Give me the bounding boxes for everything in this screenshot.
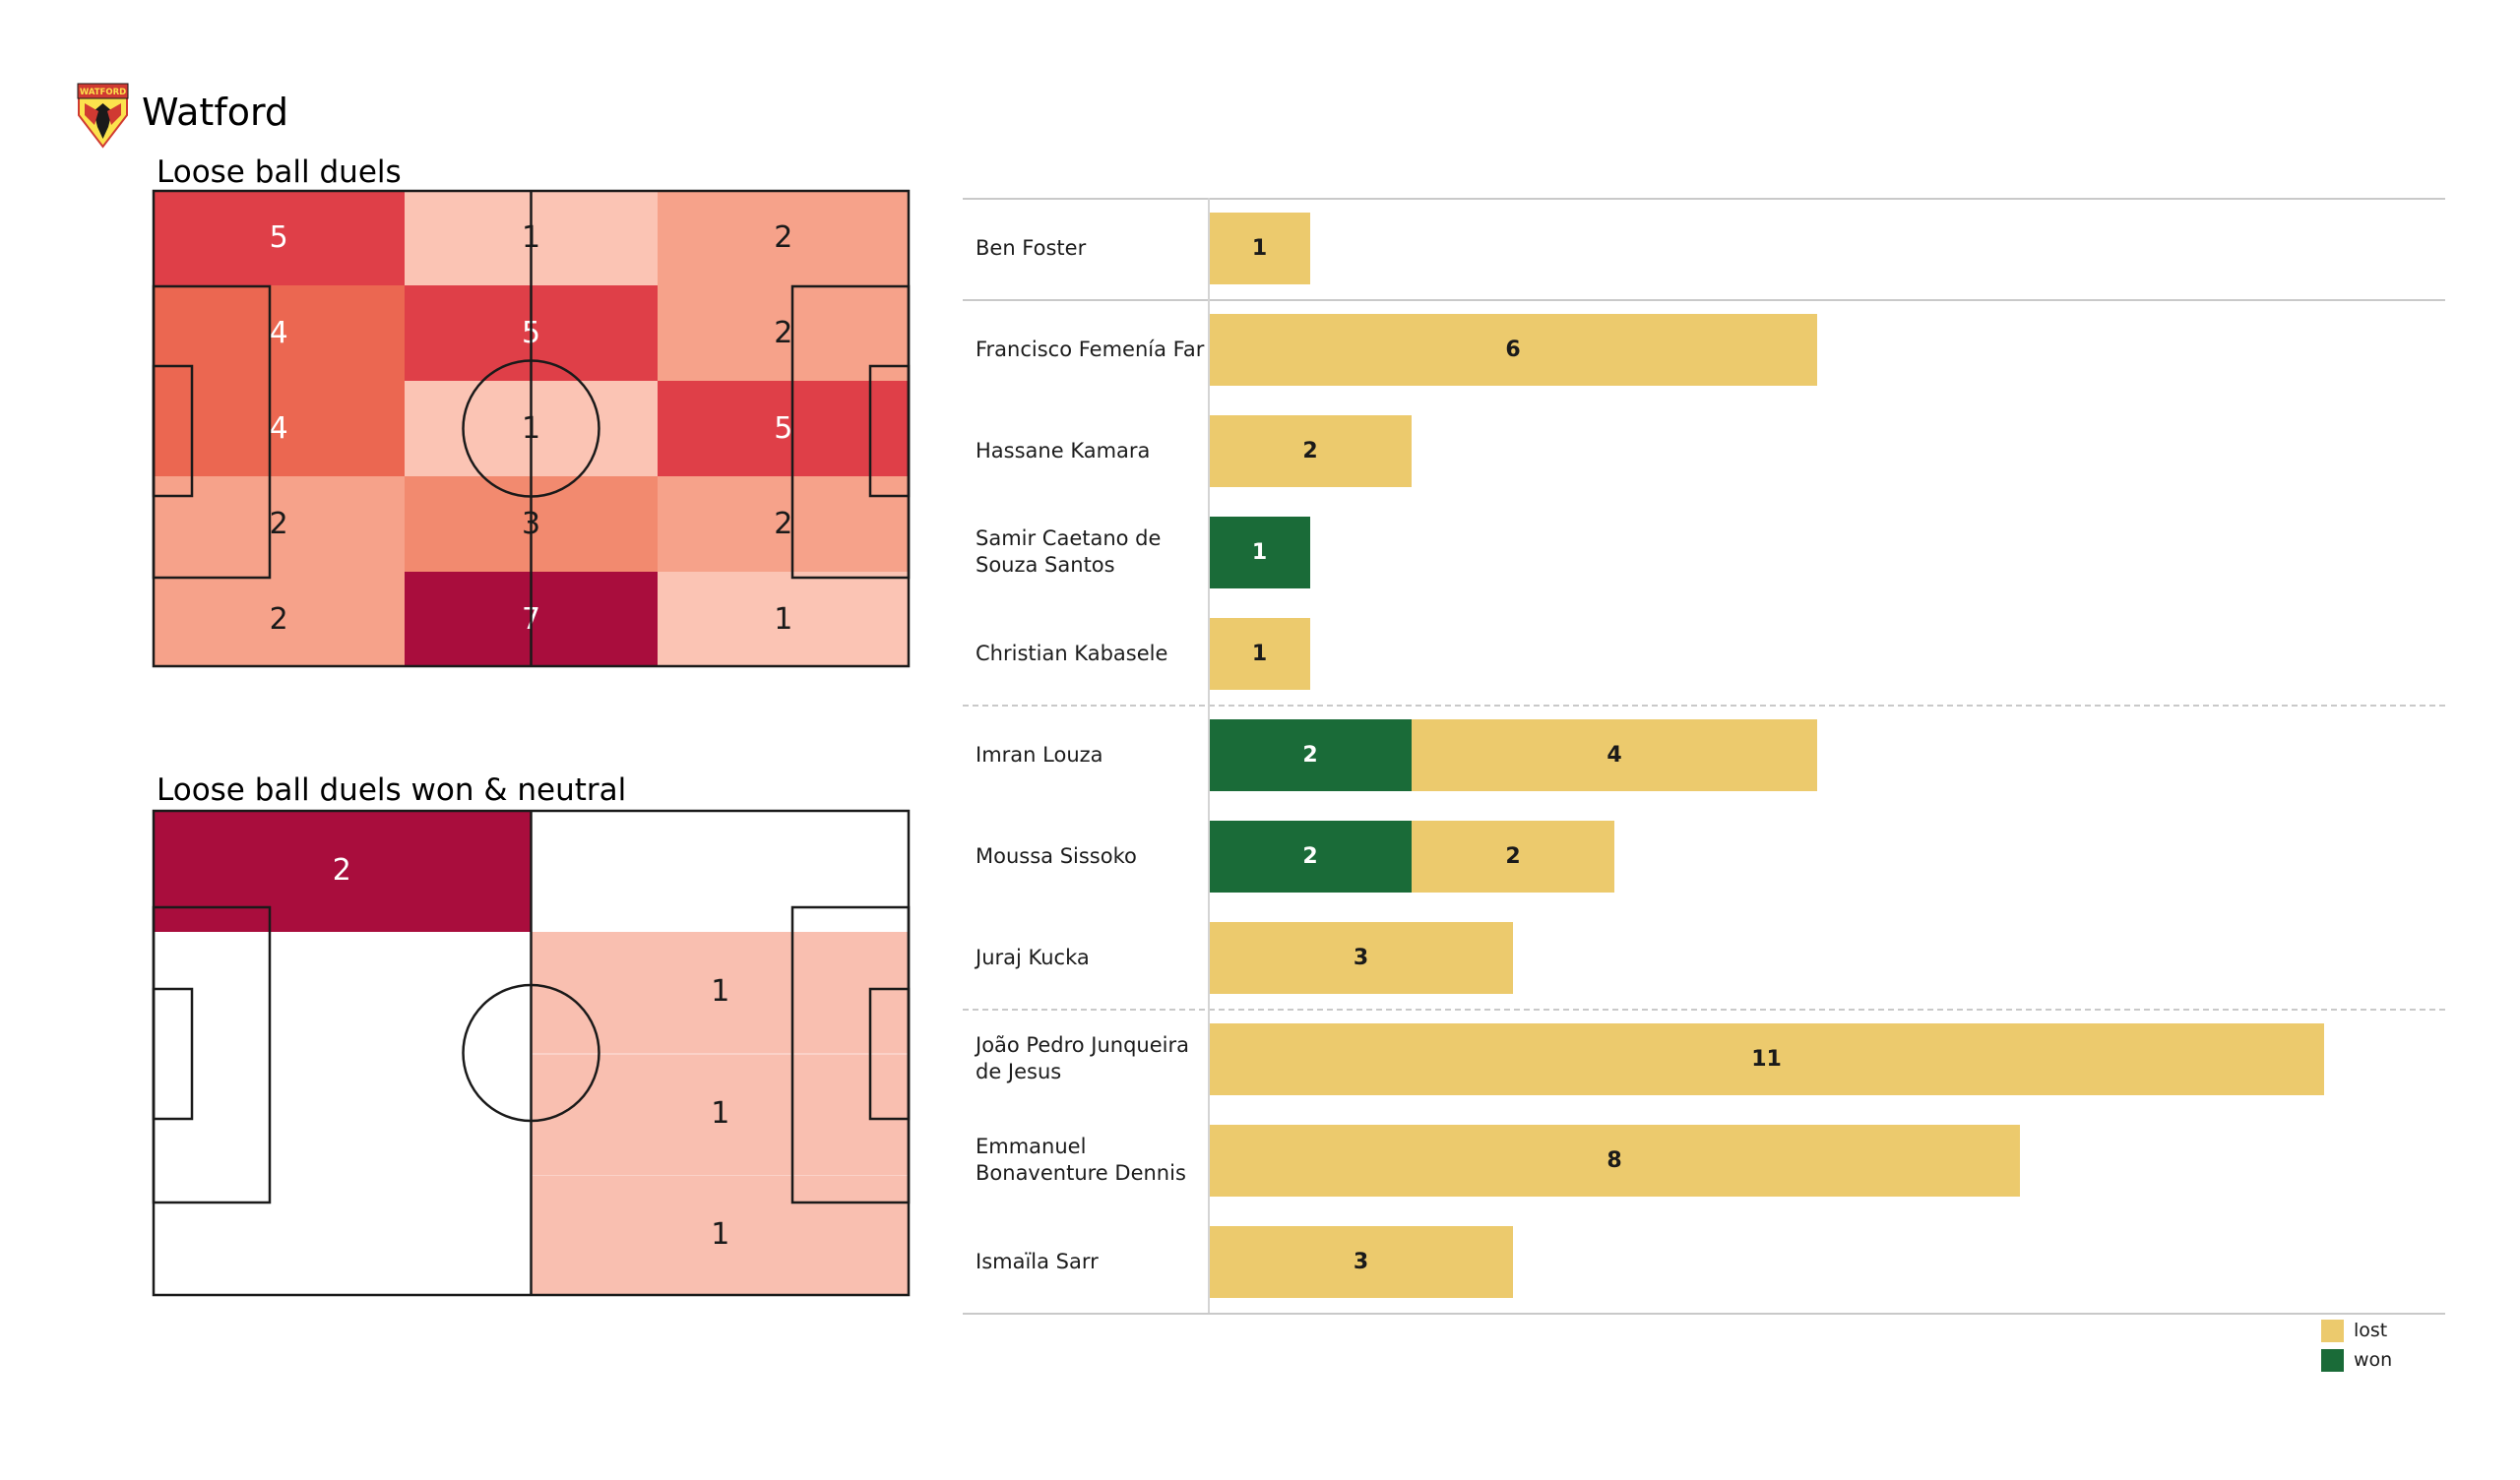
bar-lost-5: 1 (1209, 617, 1310, 690)
heat-cell-value: 1 (774, 601, 793, 637)
player-label-10: Emmanuel Bonaventure Dennis (976, 1135, 1186, 1185)
heat-cell-value: 4 (269, 315, 288, 350)
bar-value: 1 (1251, 235, 1268, 261)
player-label-11: Ismaïla Sarr (976, 1249, 1099, 1273)
group-separator (963, 704, 2445, 707)
legend-label-won: won (2354, 1349, 2393, 1371)
heat-cell-r4c3: 2 (657, 476, 910, 572)
bar-lost-3: 2 (1209, 414, 1412, 487)
bar-value: 1 (1251, 641, 1268, 666)
bar-value: 2 (1302, 438, 1318, 463)
zone-hairline (531, 1174, 910, 1176)
bar-value: 2 (1302, 843, 1318, 869)
heat-cell-r3c1: 4 (153, 381, 406, 476)
bar-won-6: 2 (1209, 718, 1412, 791)
heat-cell-r3c3: 5 (657, 381, 910, 476)
team-title: Watford (142, 91, 289, 134)
watford-badge: WATFORD (77, 82, 129, 149)
bar-value: 11 (1751, 1046, 1782, 1072)
zone-label-2: 1 (711, 1095, 730, 1131)
heat-cell-value: 4 (269, 410, 288, 446)
bar-lost-10: 8 (1209, 1124, 2020, 1197)
heat-cell-r1c3: 2 (657, 190, 910, 285)
watford-crest-icon: WATFORD (77, 83, 129, 149)
bar-axis-line (1208, 197, 1210, 1313)
lost-color-swatch (2321, 1320, 2344, 1342)
heatmap-title-duels: Loose ball duels (157, 154, 402, 190)
zone-value: 2 (332, 852, 351, 888)
badge-text: WATFORD (80, 88, 126, 97)
heat-cell-r2c3: 2 (657, 285, 910, 381)
bar-value: 2 (1302, 742, 1318, 768)
player-label-1: Ben Foster (976, 235, 1087, 260)
player-label-3: Hassane Kamara (976, 438, 1151, 462)
zone-label-1: 1 (711, 974, 730, 1010)
legend-label-lost: lost (2354, 1320, 2388, 1341)
heat-cell-value: 5 (774, 410, 793, 446)
player-label-5: Christian Kabasele (976, 641, 1168, 665)
group-separator (963, 1008, 2445, 1011)
bar-lost-6: 4 (1412, 718, 1817, 791)
pitch-heatmap-duels-won-neutral: 2 1 1 1 (152, 809, 911, 1297)
pitch-lines (152, 809, 911, 1297)
zone-2 (531, 931, 910, 1296)
bar-value: 8 (1606, 1147, 1622, 1173)
heat-cell-value: 2 (774, 219, 793, 255)
legend-item-lost: lost (2321, 1320, 2387, 1342)
heat-cell-r2c1: 4 (153, 285, 406, 381)
heat-cell-r5c3: 1 (657, 572, 910, 667)
heat-cell-r5c1: 2 (153, 572, 406, 667)
player-label-2: Francisco Femenía Far (976, 337, 1205, 361)
player-label-7: Moussa Sissoko (976, 843, 1137, 868)
group-separator (963, 197, 2445, 200)
bar-value: 3 (1353, 945, 1369, 970)
zone-hairline (531, 1053, 910, 1055)
heat-cell-value: 2 (774, 506, 793, 541)
bar-lost-2: 6 (1209, 313, 1817, 386)
heat-cell-value: 2 (269, 601, 288, 637)
bar-lost-1: 1 (1209, 212, 1310, 284)
bar-value: 3 (1353, 1249, 1369, 1274)
group-separator (963, 1312, 2445, 1315)
player-label-6: Imran Louza (976, 742, 1103, 767)
heat-cell-r1c1: 5 (153, 190, 406, 285)
bar-lost-9: 11 (1209, 1022, 2324, 1095)
bar-lost-8: 3 (1209, 921, 1513, 994)
heat-cell-value: 2 (774, 315, 793, 350)
heat-cell-value: 2 (269, 506, 288, 541)
bar-value: 2 (1505, 843, 1521, 869)
group-separator (963, 298, 2445, 301)
bar-lost-7: 2 (1412, 820, 1614, 893)
heat-cell-r4c1: 2 (153, 476, 406, 572)
bar-value: 1 (1251, 539, 1268, 565)
won-color-swatch (2321, 1349, 2344, 1372)
heat-cell-value: 5 (269, 219, 288, 255)
player-label-4: Samir Caetano de Souza Santos (976, 526, 1162, 577)
player-label-9: João Pedro Junqueira de Jesus (976, 1033, 1190, 1083)
bar-won-4: 1 (1209, 516, 1310, 588)
bar-value: 4 (1606, 742, 1622, 768)
bar-won-7: 2 (1209, 820, 1412, 893)
legend-item-won: won (2321, 1349, 2392, 1372)
bar-value: 6 (1505, 337, 1521, 362)
zone-1 (153, 810, 532, 932)
heatmap-title-won-neutral: Loose ball duels won & neutral (157, 772, 627, 808)
pitch-lines (152, 189, 911, 668)
bar-lost-11: 3 (1209, 1225, 1513, 1298)
player-label-8: Juraj Kucka (976, 945, 1090, 969)
zone-label-3: 1 (711, 1217, 730, 1253)
